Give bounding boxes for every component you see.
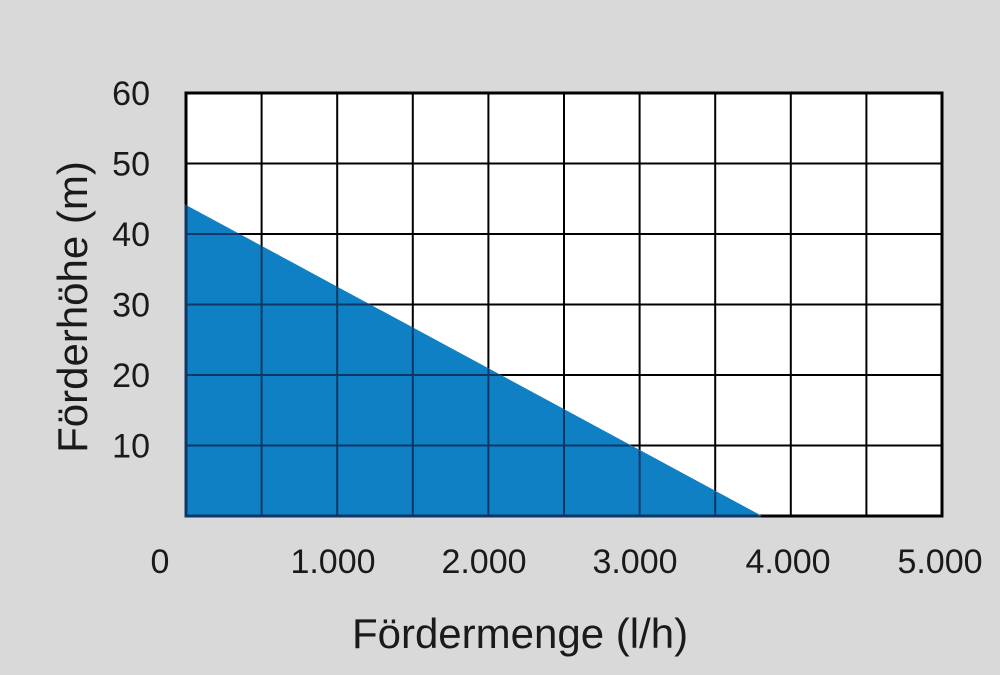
x-axis-ticks: 0 1.000 2.000 3.000 4.000 5.000 (151, 543, 983, 581)
x-tick-label: 4.000 (745, 543, 830, 581)
plot-border-overlay (184, 203, 765, 518)
performance-area (186, 205, 762, 516)
y-tick-label: 40 (112, 216, 150, 254)
x-tick-label: 0 (151, 543, 170, 581)
x-tick-label: 1.000 (290, 543, 375, 581)
y-tick-label: 30 (112, 287, 150, 325)
x-axis-title: Fördermenge (l/h) (352, 610, 688, 657)
y-axis-title: Förderhöhe (m) (49, 161, 96, 453)
x-tick-label: 3.000 (592, 543, 677, 581)
y-axis-ticks: 10 20 30 40 50 60 (112, 75, 150, 466)
y-tick-label: 20 (112, 357, 150, 395)
x-tick-label: 2.000 (441, 543, 526, 581)
x-tick-label: 5.000 (897, 543, 982, 581)
y-tick-label: 10 (112, 428, 150, 466)
y-tick-label: 50 (112, 146, 150, 184)
y-tick-label: 60 (112, 75, 150, 113)
